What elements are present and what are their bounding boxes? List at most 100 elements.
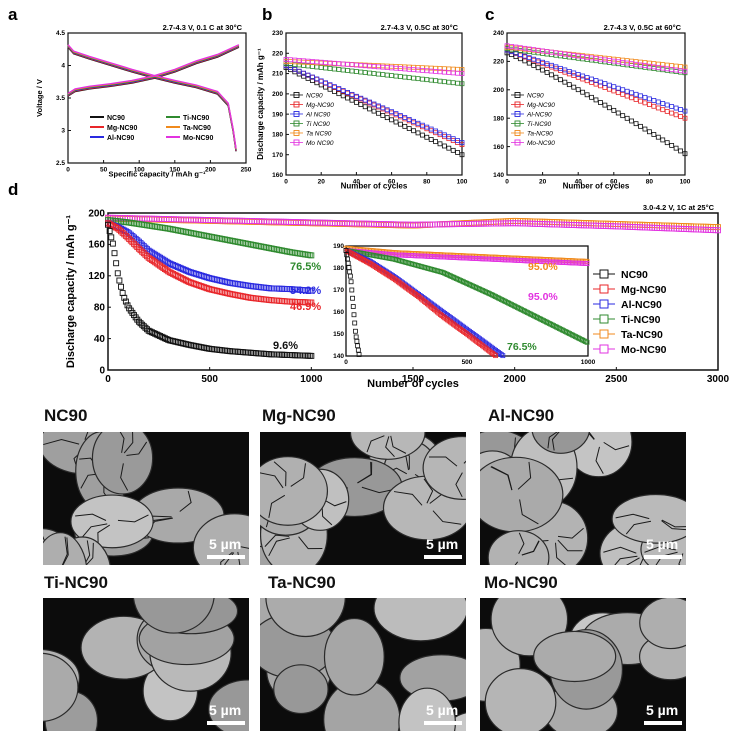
marker-NC90	[122, 298, 129, 305]
crack	[586, 432, 595, 440]
scale-label: 5 µm	[646, 702, 679, 718]
inset-marker-Mg-NC90	[363, 259, 369, 264]
y-tick-label: 200	[88, 208, 105, 219]
marker-Mo-NC90	[517, 45, 523, 51]
marker-Al-NC90	[553, 64, 559, 70]
marker-Al-NC90	[424, 124, 430, 130]
legend-marker-Ta-NC90	[599, 329, 609, 339]
x-axis-label: Specific capacity / mAh g⁻¹	[109, 170, 206, 179]
marker-Al-NC90	[571, 70, 577, 76]
y-tick-label: 80	[94, 303, 106, 314]
marker-Mg-NC90	[647, 102, 652, 107]
marker-Mo-NC90	[589, 55, 594, 61]
crack	[614, 555, 638, 565]
marker-NC90	[615, 110, 621, 116]
marker-NC90	[584, 92, 590, 98]
sem-micrograph	[480, 598, 686, 731]
marker-NC90	[135, 318, 142, 325]
marker-Mo-NC90	[566, 52, 572, 58]
marker-Ti-NC90	[336, 67, 342, 72]
marker-Ta-NC90	[633, 59, 639, 65]
chart-title: 2.7-4.3 V, 0.5C at 30°C	[381, 23, 459, 32]
scale-bar	[207, 721, 245, 725]
marker-Mg-NC90	[575, 74, 581, 80]
crack	[120, 463, 129, 491]
y-tick-label: 140	[493, 172, 504, 179]
crack	[273, 461, 287, 487]
crack	[393, 491, 423, 506]
marker-NC90	[535, 65, 541, 71]
marker-Mg-NC90	[589, 80, 594, 85]
marker-Al-NC90	[642, 94, 648, 100]
marker-Mo-NC90	[558, 51, 563, 56]
crack	[385, 436, 395, 458]
marker-Al-NC90	[580, 73, 586, 79]
marker-Al-NC90	[669, 104, 675, 109]
marker-Mo-NC90	[446, 70, 452, 75]
crack	[661, 519, 686, 528]
scale-bar	[644, 555, 682, 559]
legend-label: Mg-NC90	[306, 102, 334, 109]
marker-Ti-NC90	[553, 52, 559, 58]
scale-bar	[424, 555, 462, 559]
marker-NC90	[673, 145, 679, 151]
crack	[61, 536, 68, 565]
legend-label: NC90	[306, 92, 323, 99]
y-tick-label: 180	[493, 115, 504, 122]
marker-NC90	[113, 260, 120, 267]
marker-Mo-NC90	[615, 59, 621, 65]
crack	[240, 546, 249, 549]
marker-Mo-NC90	[624, 60, 630, 66]
marker-Al-NC90	[160, 256, 167, 263]
crack	[264, 534, 290, 547]
marker-NC90	[655, 134, 661, 140]
sem-image-Ti-NC90: 5 µm	[41, 596, 251, 733]
crack	[366, 435, 385, 453]
marker-Al-NC90	[620, 87, 626, 93]
y-axis-label: Discharge capacity / mAh g⁻¹	[256, 48, 265, 160]
marker-Al-NC90	[150, 250, 157, 257]
y-tick-label: 3.5	[56, 95, 65, 102]
inset-marker-NC90	[351, 312, 357, 318]
marker-Ti-NC90	[380, 72, 386, 77]
marker-NC90	[642, 126, 648, 132]
marker-Mo-NC90	[380, 64, 386, 70]
marker-Al-NC90	[602, 81, 608, 87]
inset-marker-NC90	[348, 279, 354, 285]
crack	[517, 461, 532, 490]
marker-NC90	[111, 250, 118, 257]
marker-NC90	[598, 100, 603, 105]
particle	[70, 494, 154, 549]
crack	[43, 438, 80, 446]
marker-Mg-NC90	[638, 98, 643, 104]
marker-NC90	[606, 105, 612, 111]
crack	[455, 472, 463, 498]
legend-label: Ti-NC90	[183, 115, 209, 122]
marker-Mg-NC90	[571, 73, 577, 78]
marker-Al-NC90	[611, 84, 617, 90]
marker-NC90	[638, 123, 643, 129]
marker-Al-NC90	[660, 101, 666, 106]
marker-NC90	[682, 151, 688, 157]
inset-marker-NC90	[353, 328, 358, 334]
marker-Al-NC90	[647, 96, 652, 102]
marker-NC90	[620, 113, 626, 119]
marker-Al-NC90	[535, 58, 541, 64]
marker-NC90	[509, 52, 514, 58]
marker-NC90	[336, 91, 342, 97]
crack	[290, 463, 306, 487]
marker-Ta-NC90	[629, 58, 634, 64]
panel-c: 0 20 40 60 80 100 140 160 180 200 220 240 2.7-4.3 V,…	[493, 23, 691, 191]
x-tick-label: 80	[423, 179, 431, 186]
marker-Mo-NC90	[402, 66, 408, 72]
marker-NC90	[114, 270, 121, 277]
y-tick-label: 160	[88, 240, 105, 251]
marker-NC90	[669, 143, 675, 148]
chart-title: 2.7-4.3 V, 0.5C at 60°C	[604, 23, 682, 32]
marker-NC90	[118, 283, 124, 290]
inset-y-tick-label: 150	[333, 331, 344, 338]
x-tick-label: 3000	[707, 374, 730, 385]
marker-Mg-NC90	[593, 81, 599, 87]
y-tick-label: 230	[272, 30, 283, 37]
crack	[639, 558, 644, 565]
